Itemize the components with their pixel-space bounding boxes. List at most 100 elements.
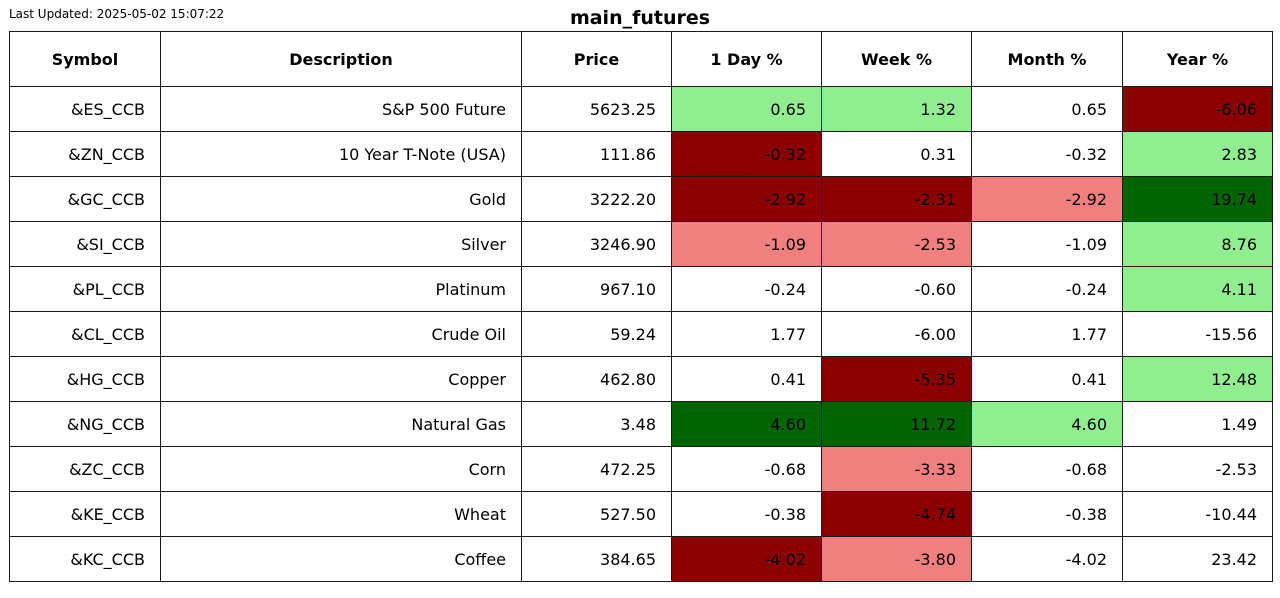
cell-price: 527.50 <box>521 491 672 537</box>
last-updated-timestamp: Last Updated: 2025-05-02 15:07:22 <box>9 7 225 21</box>
cell-month-pct: -0.68 <box>971 446 1123 492</box>
cell-week-pct: -0.60 <box>821 266 972 312</box>
cell-price: 5623.25 <box>521 86 672 132</box>
cell-price: 3246.90 <box>521 221 672 267</box>
cell-description: S&P 500 Future <box>160 86 522 132</box>
table-row: &KE_CCB Wheat 527.50 -0.38 -4.74 -0.38 -10.44 <box>9 491 1273 537</box>
table-body: &ES_CCB S&P 500 Future 5623.25 0.65 1.32 0.65… <box>9 86 1273 582</box>
cell-month-pct: -2.92 <box>971 176 1123 222</box>
cell-symbol: &KE_CCB <box>9 491 161 537</box>
table-row: &ZN_CCB 10 Year T-Note (USA) 111.86 -0.32 0.… <box>9 131 1273 177</box>
cell-month-pct: -4.02 <box>971 536 1123 582</box>
cell-description: Coffee <box>160 536 522 582</box>
cell-month-pct: -0.38 <box>971 491 1123 537</box>
cell-year-pct: -6.06 <box>1122 86 1273 132</box>
cell-description: Platinum <box>160 266 522 312</box>
cell-year-pct: 2.83 <box>1122 131 1273 177</box>
cell-symbol: &SI_CCB <box>9 221 161 267</box>
cell-year-pct: -2.53 <box>1122 446 1273 492</box>
table-row: &ES_CCB S&P 500 Future 5623.25 0.65 1.32 0.65… <box>9 86 1273 132</box>
cell-price: 3222.20 <box>521 176 672 222</box>
cell-1-day-pct: -1.09 <box>671 221 822 267</box>
table-row: &GC_CCB Gold 3222.20 -2.92 -2.31 -2.92 19.74 <box>9 176 1273 222</box>
cell-price: 967.10 <box>521 266 672 312</box>
cell-price: 462.80 <box>521 356 672 402</box>
cell-description: Wheat <box>160 491 522 537</box>
cell-week-pct: -2.53 <box>821 221 972 267</box>
cell-1-day-pct: -2.92 <box>671 176 822 222</box>
cell-description: Crude Oil <box>160 311 522 357</box>
cell-year-pct: -10.44 <box>1122 491 1273 537</box>
cell-1-day-pct: -4.02 <box>671 536 822 582</box>
column-header-1-day-pct: 1 Day % <box>671 31 822 87</box>
cell-price: 59.24 <box>521 311 672 357</box>
cell-week-pct: -4.74 <box>821 491 972 537</box>
cell-symbol: &CL_CCB <box>9 311 161 357</box>
cell-1-day-pct: -0.32 <box>671 131 822 177</box>
column-header-year-pct: Year % <box>1122 31 1273 87</box>
column-header-week-pct: Week % <box>821 31 972 87</box>
cell-symbol: &ES_CCB <box>9 86 161 132</box>
table-row: &KC_CCB Coffee 384.65 -4.02 -3.80 -4.02 23.42 <box>9 536 1273 582</box>
cell-1-day-pct: 4.60 <box>671 401 822 447</box>
chart-title: main_futures <box>569 7 711 29</box>
cell-symbol: &ZN_CCB <box>9 131 161 177</box>
cell-1-day-pct: 0.65 <box>671 86 822 132</box>
cell-week-pct: 0.31 <box>821 131 972 177</box>
column-header-price: Price <box>521 31 672 87</box>
cell-symbol: &GC_CCB <box>9 176 161 222</box>
cell-month-pct: -0.32 <box>971 131 1123 177</box>
column-header-symbol: Symbol <box>9 31 161 87</box>
cell-price: 3.48 <box>521 401 672 447</box>
cell-month-pct: -1.09 <box>971 221 1123 267</box>
cell-symbol: &ZC_CCB <box>9 446 161 492</box>
cell-month-pct: -0.24 <box>971 266 1123 312</box>
cell-1-day-pct: -0.24 <box>671 266 822 312</box>
cell-symbol: &HG_CCB <box>9 356 161 402</box>
cell-description: Silver <box>160 221 522 267</box>
column-header-month-pct: Month % <box>971 31 1123 87</box>
cell-week-pct: 11.72 <box>821 401 972 447</box>
cell-symbol: &NG_CCB <box>9 401 161 447</box>
cell-1-day-pct: -0.38 <box>671 491 822 537</box>
cell-description: Gold <box>160 176 522 222</box>
cell-week-pct: -3.80 <box>821 536 972 582</box>
cell-symbol: &KC_CCB <box>9 536 161 582</box>
cell-symbol: &PL_CCB <box>9 266 161 312</box>
table-row: &CL_CCB Crude Oil 59.24 1.77 -6.00 1.77 -15.56 <box>9 311 1273 357</box>
table-row: &ZC_CCB Corn 472.25 -0.68 -3.33 -0.68 -2.53 <box>9 446 1273 492</box>
cell-year-pct: 19.74 <box>1122 176 1273 222</box>
cell-description: Natural Gas <box>160 401 522 447</box>
cell-description: 10 Year T-Note (USA) <box>160 131 522 177</box>
cell-month-pct: 4.60 <box>971 401 1123 447</box>
cell-week-pct: -3.33 <box>821 446 972 492</box>
cell-description: Corn <box>160 446 522 492</box>
cell-year-pct: -15.56 <box>1122 311 1273 357</box>
table-row: &PL_CCB Platinum 967.10 -0.24 -0.60 -0.24 4.11 <box>9 266 1273 312</box>
cell-description: Copper <box>160 356 522 402</box>
cell-year-pct: 8.76 <box>1122 221 1273 267</box>
cell-year-pct: 12.48 <box>1122 356 1273 402</box>
cell-month-pct: 1.77 <box>971 311 1123 357</box>
cell-price: 384.65 <box>521 536 672 582</box>
cell-year-pct: 1.49 <box>1122 401 1273 447</box>
table-row: &SI_CCB Silver 3246.90 -1.09 -2.53 -1.09 8.76 <box>9 221 1273 267</box>
cell-year-pct: 4.11 <box>1122 266 1273 312</box>
cell-week-pct: -5.35 <box>821 356 972 402</box>
header-row: Symbol Description Price 1 Day % Week % … <box>9 31 1273 87</box>
cell-week-pct: -6.00 <box>821 311 972 357</box>
cell-price: 111.86 <box>521 131 672 177</box>
cell-week-pct: 1.32 <box>821 86 972 132</box>
cell-price: 472.25 <box>521 446 672 492</box>
cell-month-pct: 0.41 <box>971 356 1123 402</box>
cell-month-pct: 0.65 <box>971 86 1123 132</box>
table-row: &NG_CCB Natural Gas 3.48 4.60 11.72 4.60 1.49 <box>9 401 1273 447</box>
cell-1-day-pct: 1.77 <box>671 311 822 357</box>
cell-year-pct: 23.42 <box>1122 536 1273 582</box>
cell-1-day-pct: 0.41 <box>671 356 822 402</box>
cell-week-pct: -2.31 <box>821 176 972 222</box>
column-header-description: Description <box>160 31 522 87</box>
futures-table: Symbol Description Price 1 Day % Week % … <box>9 31 1273 582</box>
cell-1-day-pct: -0.68 <box>671 446 822 492</box>
table-row: &HG_CCB Copper 462.80 0.41 -5.35 0.41 12.48 <box>9 356 1273 402</box>
